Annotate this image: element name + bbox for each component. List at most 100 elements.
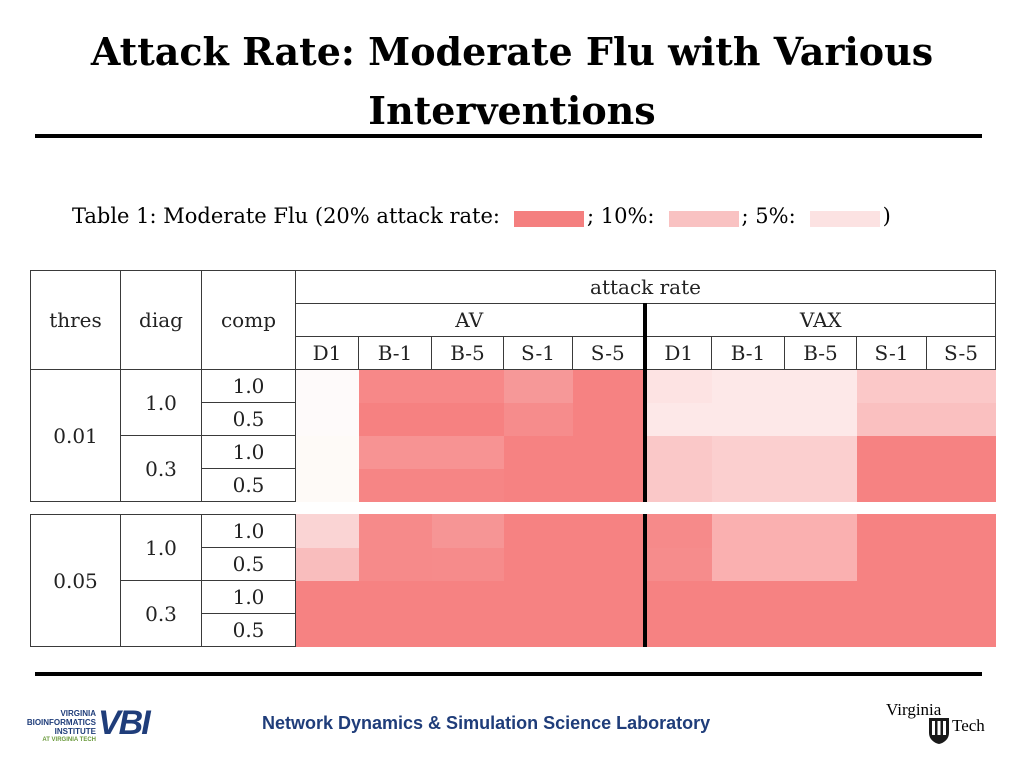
heat-cell-av-b-5: [431, 402, 504, 436]
header-group-av: AV: [295, 303, 647, 337]
table-row: 0.5: [31, 613, 996, 647]
heat-cell-av-b-1: [358, 580, 432, 614]
heat-cell-av-s-1: [503, 580, 573, 614]
heat-cell-av-b-5: [431, 613, 504, 647]
heat-cell-av-b-1: [358, 613, 432, 647]
heat-cell-vax-b-1: [711, 580, 785, 614]
heat-cell-av-b-5: [431, 514, 504, 548]
heat-cell-vax-b-1: [711, 369, 785, 403]
table-row: 0.5: [31, 468, 996, 502]
heat-cell-vax-s-1: [856, 547, 927, 581]
heat-cell-av-b-1: [358, 435, 432, 469]
lab-name: Network Dynamics & Simulation Science La…: [262, 713, 711, 733]
heat-cell-vax-b-1: [711, 468, 785, 502]
vbi-logo-text: VIRGINIA BIOINFORMATICS INSTITUTE AT VIR…: [26, 709, 96, 743]
column-header-vax-d1: D1: [644, 336, 712, 370]
header-attack-rate: attack rate: [295, 270, 996, 304]
slide-title: Attack Rate: Moderate Flu with Various I…: [30, 22, 994, 140]
heat-cell-vax-b-1: [711, 547, 785, 581]
heat-cell-vax-b-5: [784, 369, 857, 403]
table-row: 0.01 1.0 1.0: [30, 369, 996, 502]
thres-cell: 0.05: [30, 514, 121, 647]
heat-cell-vax-d1: [644, 613, 712, 647]
heat-cell-av-s-1: [503, 547, 573, 581]
heat-cell-av-b-1: [358, 369, 432, 403]
header-diag: diag: [120, 270, 202, 370]
comp-cell: 0.5: [201, 547, 296, 581]
heat-cell-vax-d1: [644, 468, 712, 502]
legend-swatch-10pct: [668, 211, 739, 227]
comp-cell: 1.0: [201, 369, 296, 403]
heat-cell-av-d1: [295, 613, 359, 647]
heat-cell-av-s-1: [503, 402, 573, 436]
heat-cell-vax-s-5: [926, 547, 996, 581]
heat-cell-vax-s-1: [856, 514, 927, 548]
heat-cell-vax-b-1: [711, 613, 785, 647]
caption-mid-10pct: ; 10%:: [587, 204, 655, 228]
column-header-av-s-5: S-5: [572, 336, 647, 370]
heat-cell-vax-b-5: [784, 514, 857, 548]
heat-cell-av-s-1: [503, 369, 573, 403]
comp-cell: 0.5: [201, 402, 296, 436]
diag-cell: 0.3: [120, 435, 202, 502]
column-header-av-b-5: B-5: [431, 336, 504, 370]
heat-cell-vax-d1: [644, 369, 712, 403]
diag-cell: 1.0: [120, 514, 202, 581]
heat-cell-vax-s-5: [926, 369, 996, 403]
legend-swatch-5pct: [809, 211, 880, 227]
column-header-av-d1: D1: [295, 336, 359, 370]
heat-cell-vax-s-1: [856, 369, 927, 403]
heat-cell-av-s-5: [572, 580, 647, 614]
table-row: 0.3 1.0: [31, 435, 996, 502]
legend-swatch-20pct: [514, 211, 584, 227]
heat-cell-vax-b-1: [711, 402, 785, 436]
slide-title-line2: Interventions: [368, 88, 656, 133]
attack-rate-table-top: thres diag comp attack rate AV VAX D1 B-1…: [30, 270, 996, 502]
heat-cell-vax-b-5: [784, 613, 857, 647]
caption-prefix: Table 1: Moderate Flu (20% attack rate:: [72, 204, 500, 228]
heat-cell-av-b-5: [431, 369, 504, 403]
column-header-vax-s-5: S-5: [926, 336, 996, 370]
heat-cell-vax-b-5: [784, 468, 857, 502]
heat-cell-vax-s-5: [926, 613, 996, 647]
heat-cell-vax-s-1: [856, 435, 927, 469]
heat-cell-av-s-1: [503, 514, 573, 548]
caption-mid-5pct: ; 5%:: [741, 204, 796, 228]
heat-cell-vax-d1: [644, 514, 712, 548]
heat-cell-vax-b-5: [784, 435, 857, 469]
header-comp: comp: [201, 270, 296, 370]
heat-cell-vax-b-5: [784, 547, 857, 581]
heat-cell-vax-d1: [644, 435, 712, 469]
heat-cell-vax-b-1: [711, 514, 785, 548]
heat-cell-av-s-1: [503, 613, 573, 647]
heat-cell-av-d1: [295, 580, 359, 614]
column-header-vax-b-1: B-1: [711, 336, 785, 370]
thres-cell: 0.01: [30, 369, 121, 502]
heat-cell-vax-s-5: [926, 402, 996, 436]
heat-cell-av-d1: [295, 402, 359, 436]
comp-cell: 0.5: [201, 613, 296, 647]
bottom-divider: [35, 672, 982, 676]
heat-cell-vax-s-5: [926, 435, 996, 469]
table-row: 0.05 1.0 1.0: [30, 514, 996, 647]
heat-cell-av-b-5: [431, 435, 504, 469]
heat-cell-av-s-5: [572, 402, 647, 436]
diag-cell: 0.3: [120, 580, 202, 647]
heat-cell-av-s-5: [572, 435, 647, 469]
heat-cell-av-s-5: [572, 547, 647, 581]
caption-suffix: ): [882, 204, 891, 228]
heat-cell-av-b-1: [358, 514, 432, 548]
heat-cell-av-b-5: [431, 547, 504, 581]
heat-cell-av-d1: [295, 468, 359, 502]
vt-shield-icon: [929, 718, 949, 744]
heat-cell-vax-d1: [644, 547, 712, 581]
heat-cell-av-s-5: [572, 613, 647, 647]
header-group-vax: VAX: [644, 303, 996, 337]
column-header-av-s-1: S-1: [503, 336, 573, 370]
heat-cell-vax-b-5: [784, 402, 857, 436]
heat-cell-av-s-5: [572, 514, 647, 548]
heat-cell-av-b-1: [358, 547, 432, 581]
table-row: 0.5: [31, 402, 996, 436]
comp-cell: 1.0: [201, 514, 296, 548]
heat-cell-vax-d1: [644, 580, 712, 614]
